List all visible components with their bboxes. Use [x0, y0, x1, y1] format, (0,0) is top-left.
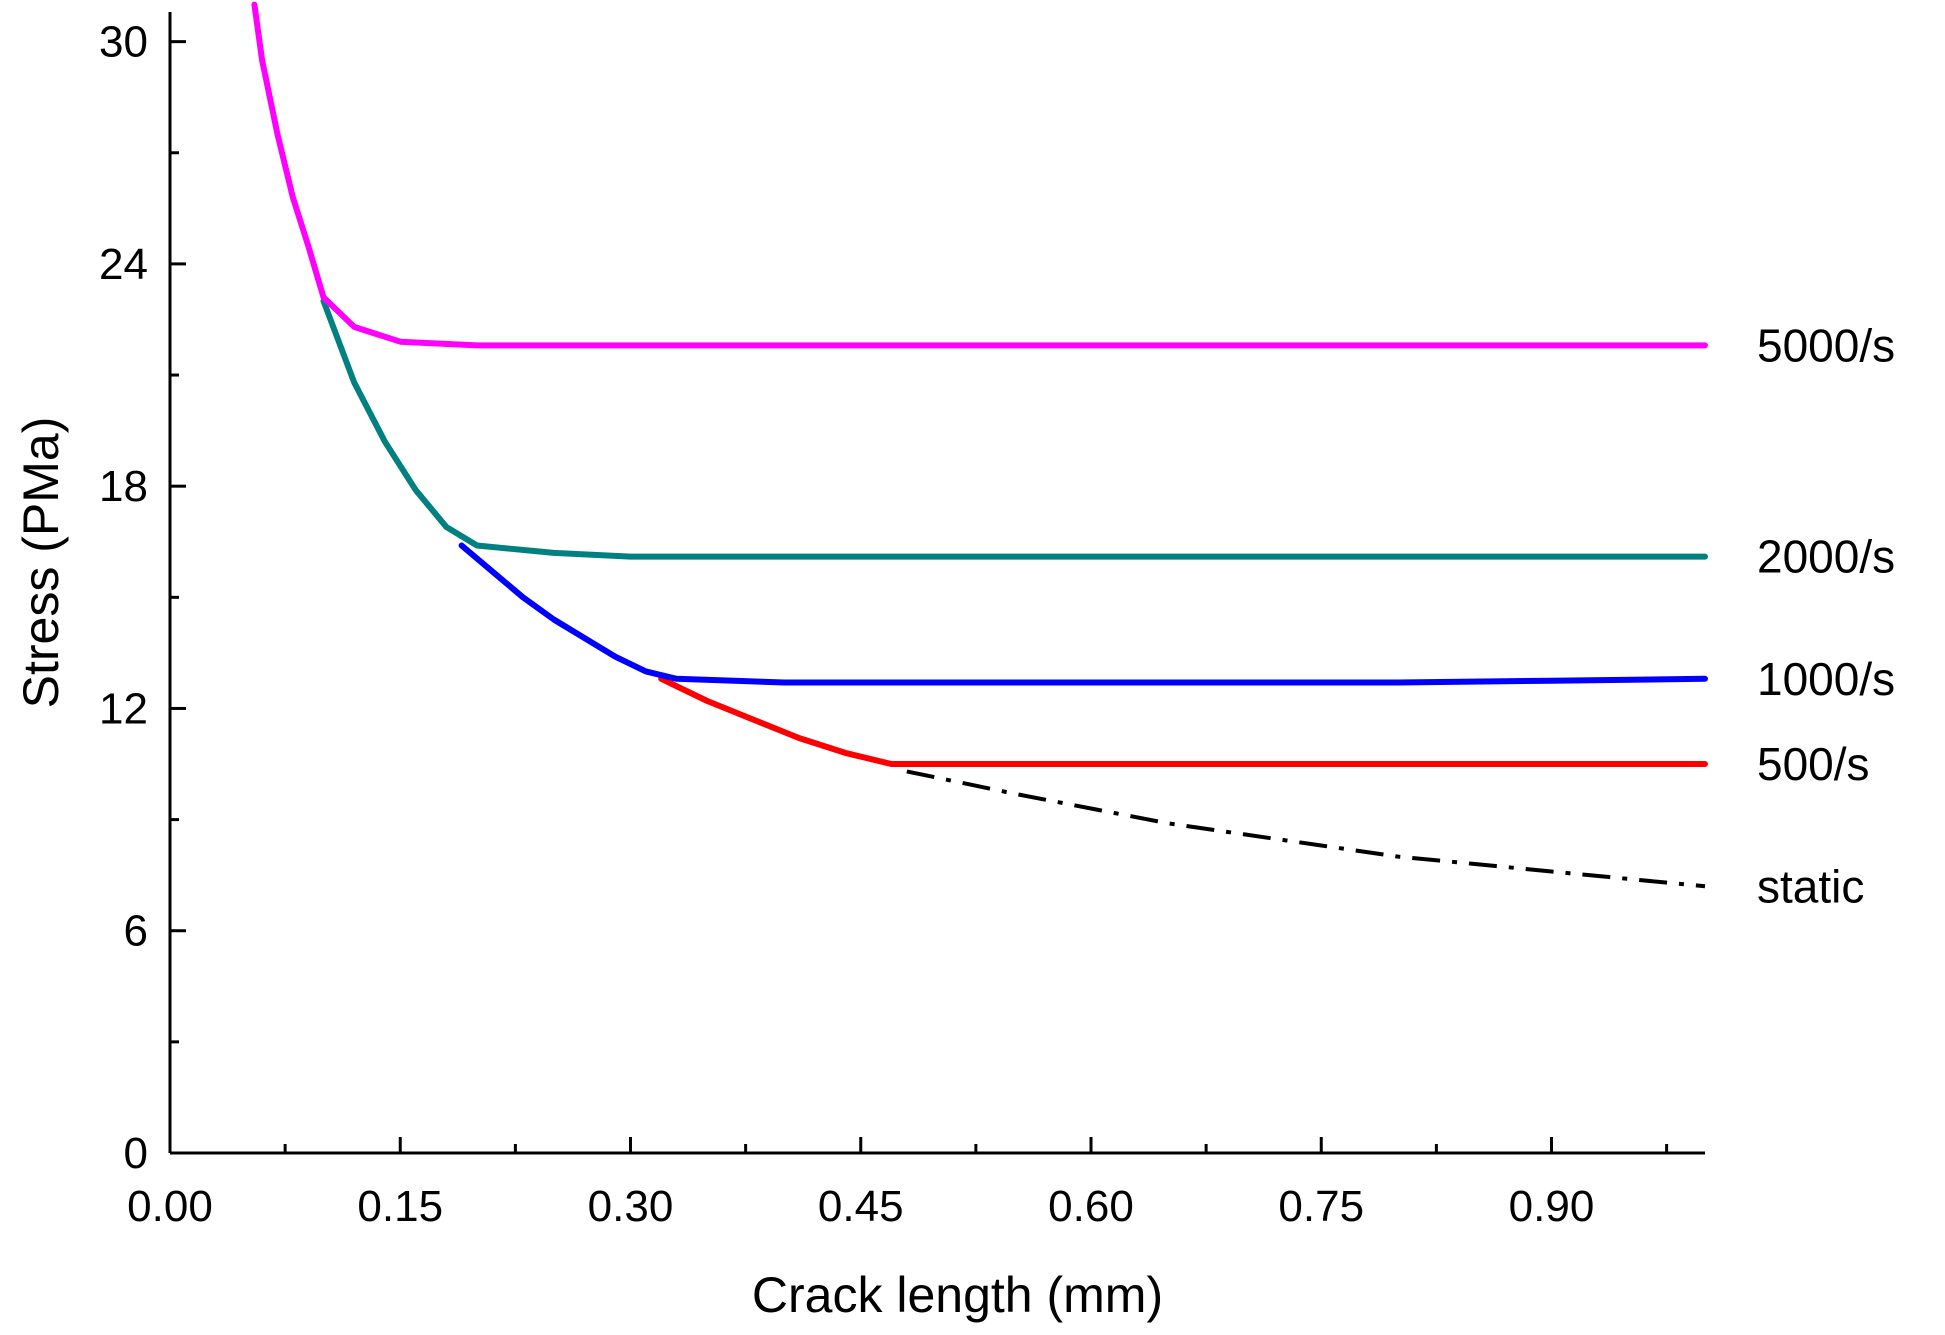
series-label-500-s: 500/s: [1757, 738, 1870, 790]
y-tick-label: 24: [99, 240, 148, 289]
series-line-1000-s: [458, 542, 1708, 686]
series-line-static: [906, 769, 1706, 889]
series-line-500-s: [658, 675, 1708, 767]
x-tick-label: 0.60: [1048, 1182, 1134, 1231]
y-axis-title: Stress (PMa): [13, 417, 69, 709]
y-tick-label: 30: [99, 18, 148, 67]
x-tick-label: 0.15: [357, 1182, 443, 1231]
y-tick-label: 6: [124, 907, 148, 956]
x-axis-title: Crack length (mm): [752, 1267, 1163, 1323]
plot-area: [251, 1, 1708, 889]
x-tick-label: 0.90: [1509, 1182, 1595, 1231]
series-label-static: static: [1757, 860, 1864, 912]
x-tick-label: 0.00: [127, 1182, 213, 1231]
x-tick-label: 0.75: [1278, 1182, 1364, 1231]
series-label-5000-s: 5000/s: [1757, 319, 1895, 371]
series-line-5000-s: [251, 1, 1708, 349]
series-line-2000-s: [320, 298, 1708, 560]
y-tick-label: 18: [99, 462, 148, 511]
y-tick-label: 12: [99, 684, 148, 733]
series-labels: static 500/s 1000/s 2000/s 5000/s: [1757, 319, 1895, 912]
axes: 0.00 0.15 0.30 0.45 0.60 0.75 0.90 0 6 12 18 24 30: [99, 12, 1705, 1231]
series-label-2000-s: 2000/s: [1757, 531, 1895, 583]
x-tick-label: 0.45: [818, 1182, 904, 1231]
series-label-1000-s: 1000/s: [1757, 653, 1895, 705]
x-tick-label: 0.30: [588, 1182, 674, 1231]
y-tick-label: 0: [124, 1129, 148, 1178]
